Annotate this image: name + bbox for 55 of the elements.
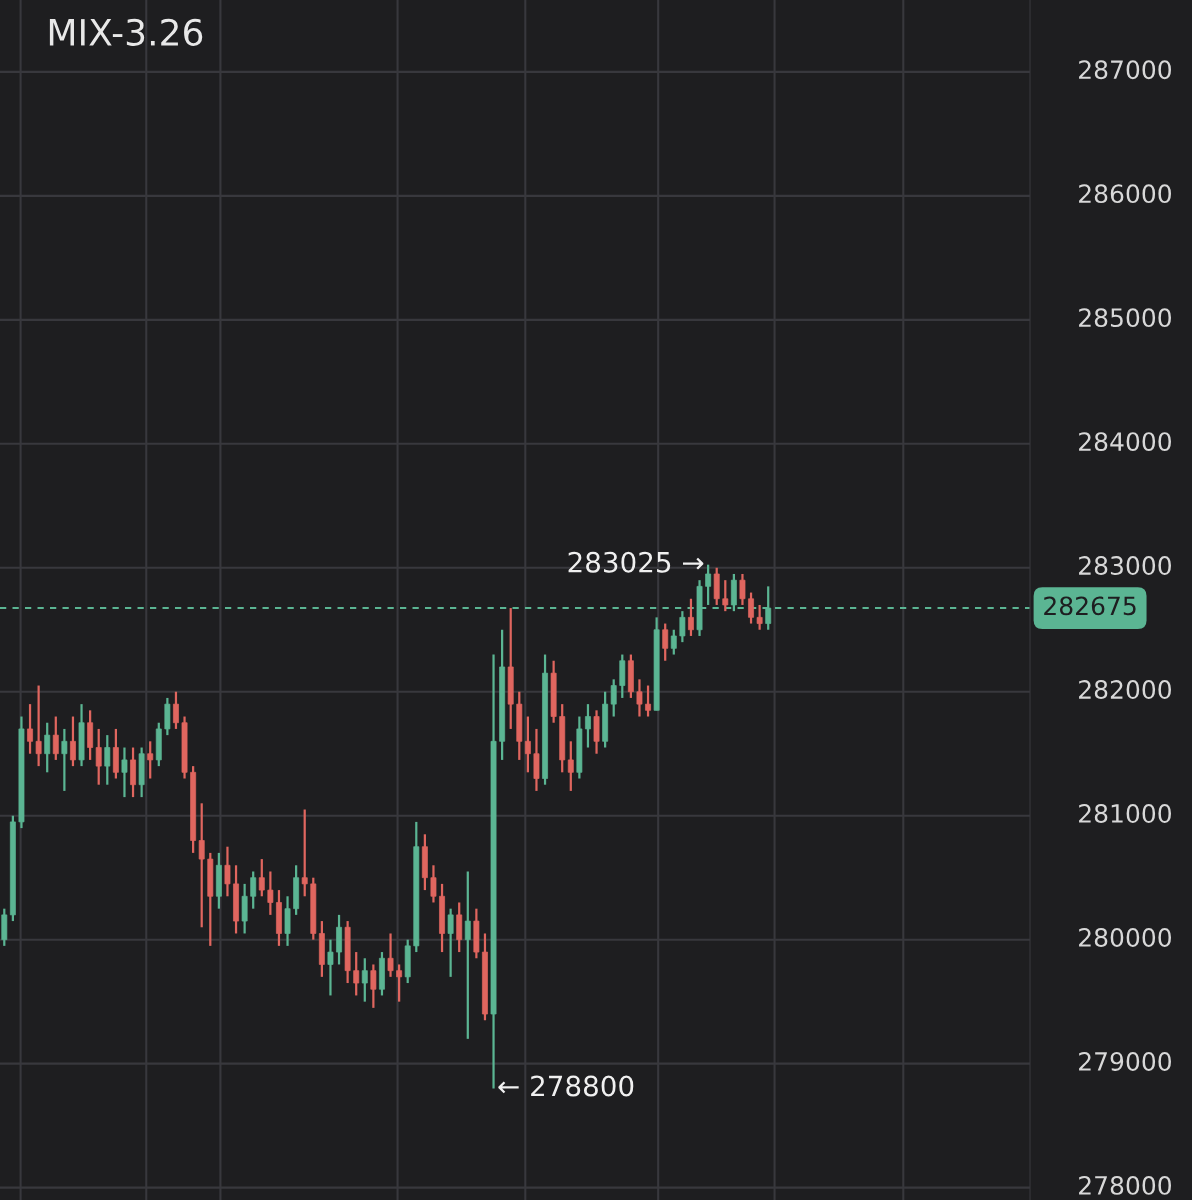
candlestick — [636, 678, 643, 718]
y-tick-label: 282000 — [1079, 680, 1171, 699]
candlestick — [610, 678, 617, 718]
candlestick — [567, 740, 574, 793]
candlestick — [35, 684, 42, 768]
candlestick — [104, 734, 111, 786]
candlestick — [688, 597, 694, 638]
candlestick — [27, 703, 33, 755]
y-tick-label: 284000 — [1079, 432, 1171, 452]
candlestick — [370, 963, 377, 1009]
candlestick — [396, 963, 403, 1003]
candlestick — [464, 870, 471, 1040]
candlestick — [173, 690, 179, 731]
candlestick — [739, 572, 746, 607]
candlestick — [722, 579, 729, 613]
candlestick — [121, 746, 128, 799]
candlestick — [224, 845, 231, 898]
candlestick — [52, 715, 59, 762]
candlestick — [198, 802, 205, 929]
candlestick — [44, 721, 51, 774]
candlestick — [447, 907, 454, 978]
candlestick — [756, 603, 763, 631]
candlestick — [95, 727, 102, 786]
ref-line-label: 282675 — [1044, 596, 1136, 616]
y-tick-label: 285000 — [1079, 308, 1171, 328]
candlestick — [748, 591, 754, 625]
candlestick — [662, 622, 669, 662]
candlestick — [250, 870, 257, 910]
candlestick — [705, 563, 712, 607]
y-tick-label: 281000 — [1079, 804, 1171, 823]
y-tick-label: 278000 — [1079, 1175, 1171, 1195]
candlestick — [679, 610, 686, 644]
candlestick — [361, 957, 368, 1003]
y-tick-label: 279000 — [1079, 1051, 1171, 1071]
candlestick — [301, 808, 308, 898]
annotation: 283025 → — [568, 551, 704, 573]
candlestick — [258, 857, 265, 898]
candlestick — [327, 938, 334, 997]
annotation: ← 278800 — [498, 1075, 634, 1097]
candlestick — [585, 703, 591, 749]
y-tick-label: 280000 — [1079, 928, 1171, 947]
candlestick — [61, 727, 68, 793]
candlestick — [430, 864, 437, 904]
y-tick-label: 286000 — [1079, 184, 1171, 204]
chart-title: MIX-3.26 — [49, 18, 203, 46]
y-tick-label: 287000 — [1079, 60, 1171, 80]
candlestick — [353, 950, 360, 997]
candlestick — [524, 715, 531, 774]
candlestick — [387, 932, 394, 978]
candlestick — [147, 740, 154, 780]
candlestick — [670, 628, 677, 656]
candlestick — [267, 870, 274, 916]
candlestick — [70, 715, 76, 768]
candlestick — [645, 684, 651, 718]
y-tick-label: 283000 — [1079, 556, 1171, 576]
